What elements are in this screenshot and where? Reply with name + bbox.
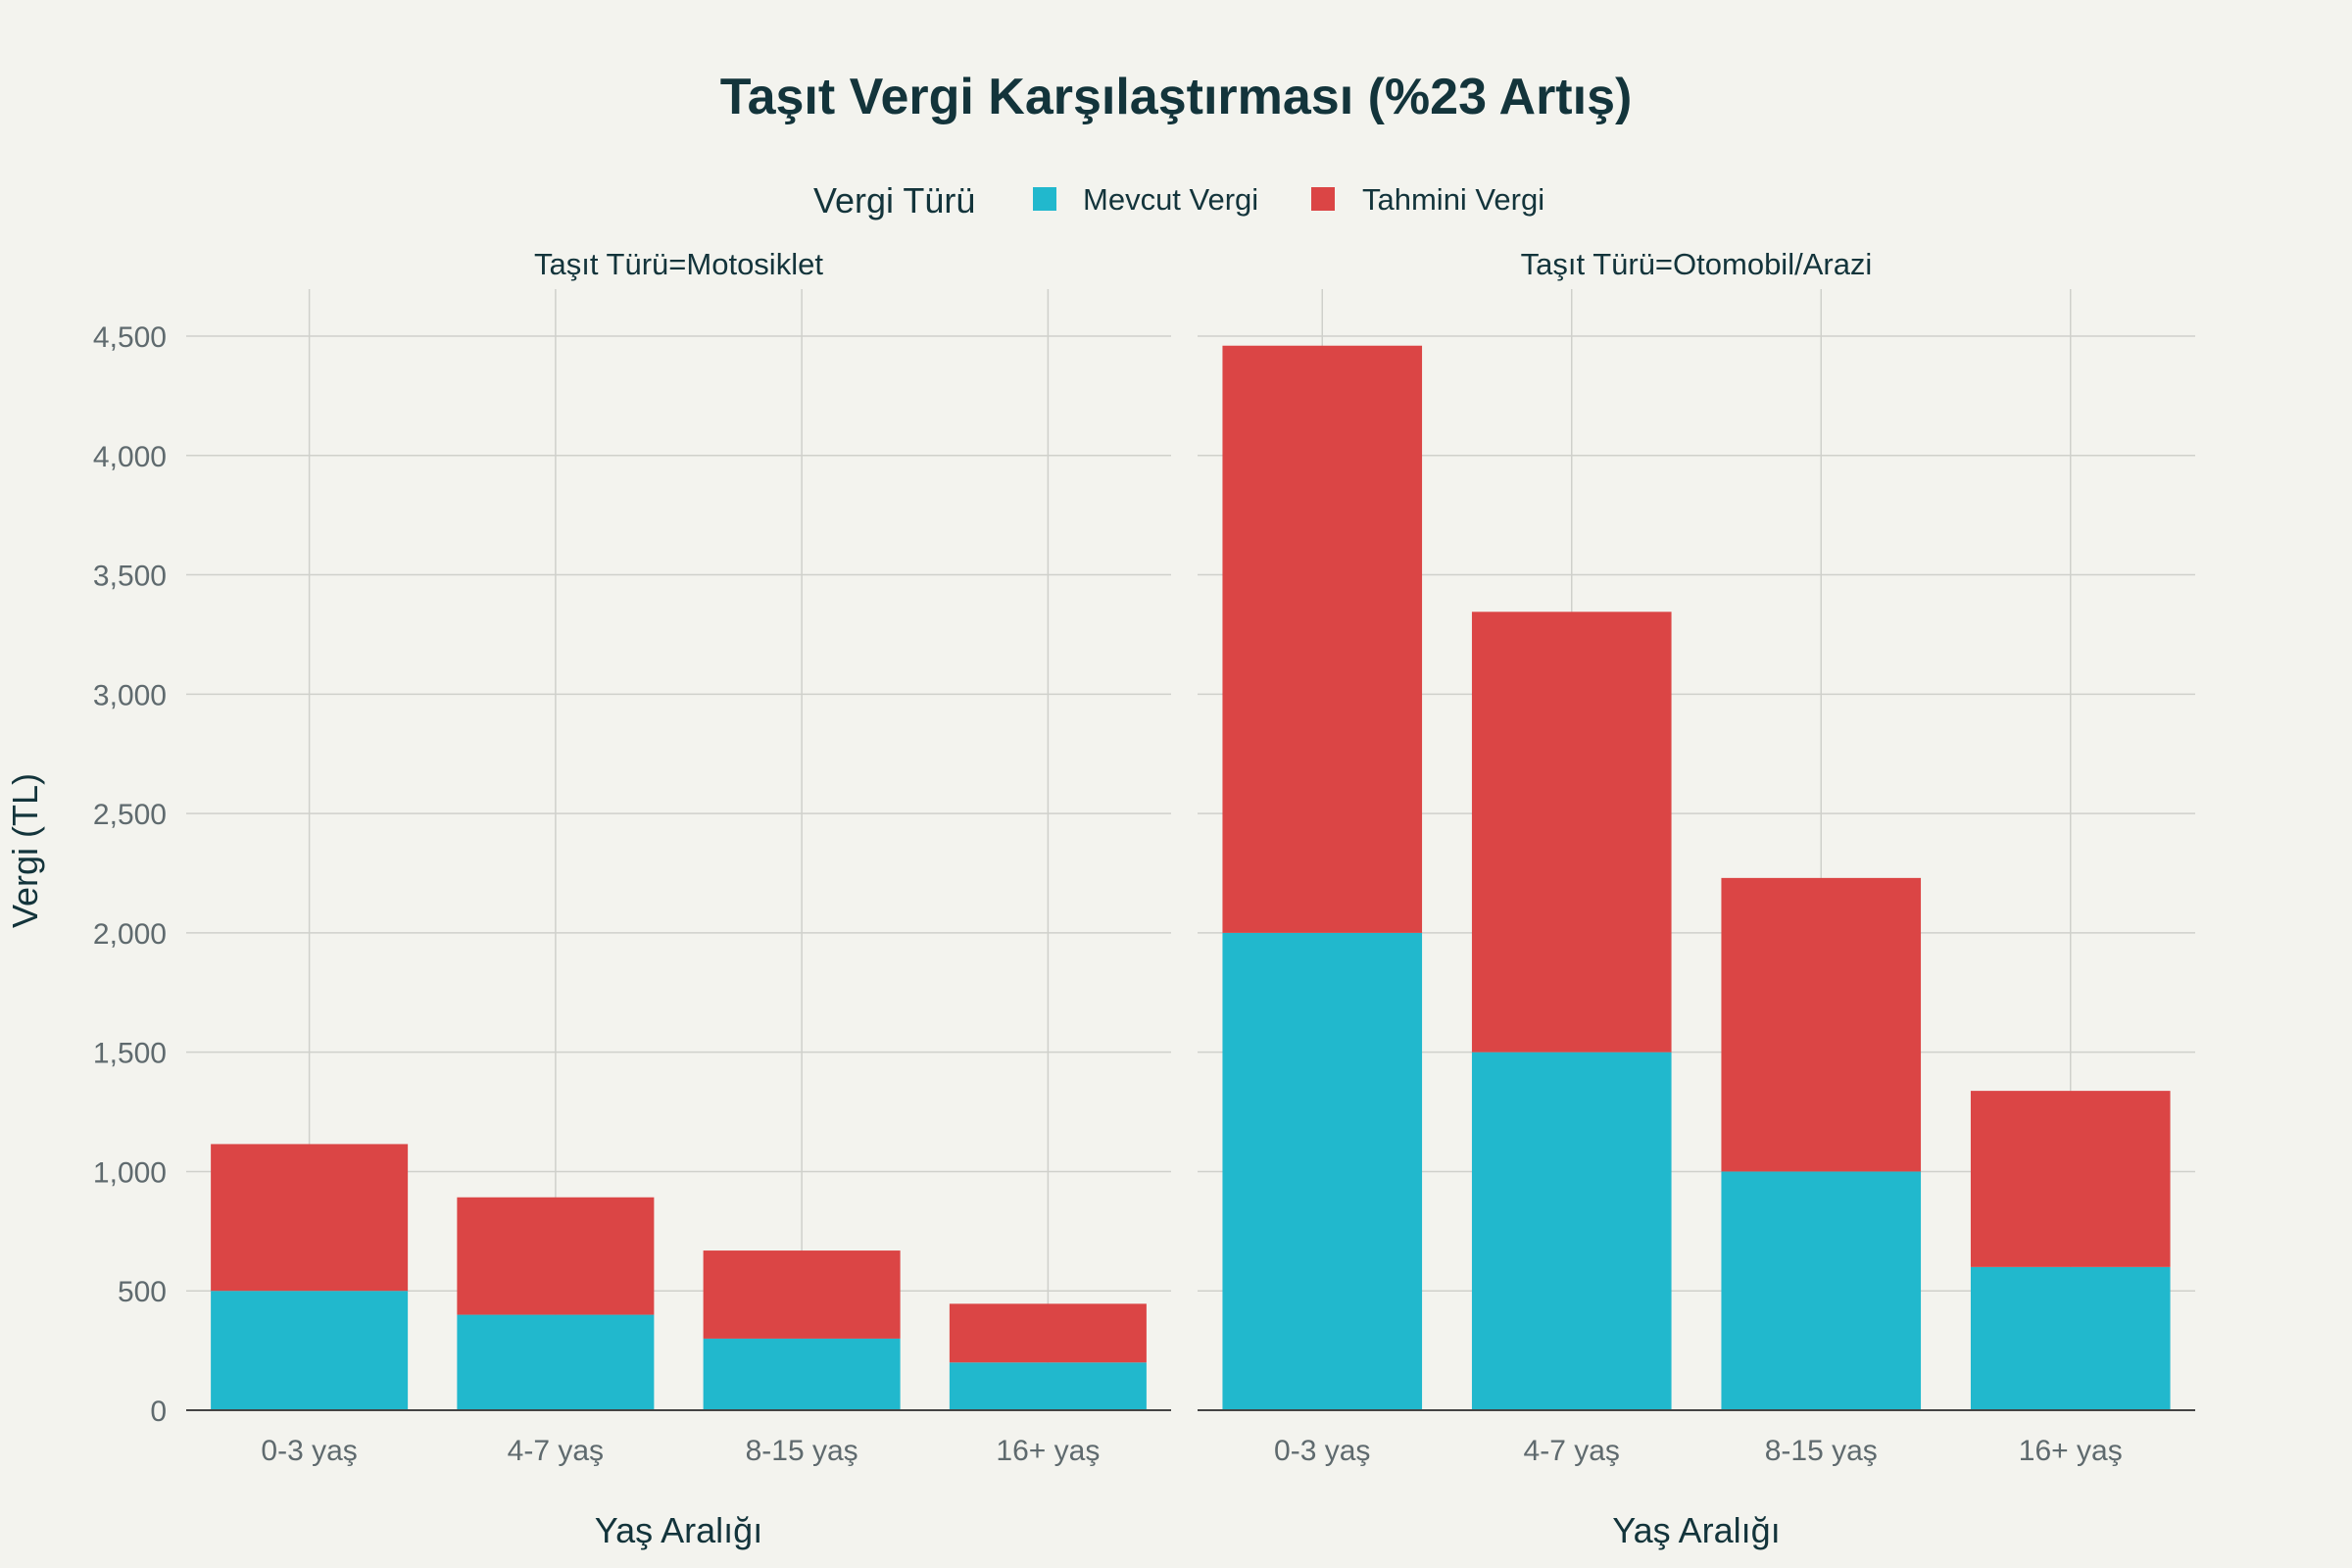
bar-tahmini[interactable]: [703, 1250, 901, 1339]
legend-label-mevcut[interactable]: Mevcut Vergi: [1083, 182, 1258, 217]
x-tick-label: 4-7 yaş: [1524, 1435, 1620, 1467]
bar-tahmini[interactable]: [1970, 1091, 2171, 1267]
subplot-title: Taşıt Türü=Otomobil/Arazi: [1521, 247, 1873, 281]
y-tick-label: 4,000: [93, 441, 167, 473]
x-tick-label: 8-15 yaş: [1765, 1435, 1878, 1467]
subplot-title: Taşıt Türü=Motosiklet: [534, 247, 823, 281]
x-tick-label: 0-3 yaş: [1274, 1435, 1370, 1467]
bar-mevcut[interactable]: [949, 1362, 1147, 1410]
y-tick-label: 2,500: [93, 799, 167, 831]
panel-0: 0 500 1,000 1,500 2,000 2,500 3,000 3,500 4,000 4…: [93, 247, 1171, 1550]
x-axis-title: Yaş Aralığı: [595, 1510, 762, 1550]
panel-1: 0-3 yaş 4-7 yaş 8-15 yaş 16+ yaş Taşıt Türü=…: [1198, 247, 2195, 1550]
bar-tahmini[interactable]: [457, 1197, 655, 1315]
chart-title: Taşıt Vergi Karşılaştırması (%23 Artış): [720, 69, 1633, 125]
legend-swatch-mevcut: [1033, 187, 1056, 211]
bar-mevcut[interactable]: [457, 1314, 655, 1410]
x-tick-label: 0-3 yaş: [261, 1435, 357, 1467]
legend-swatch-tahmini: [1311, 187, 1335, 211]
bar-tahmini[interactable]: [1471, 612, 1672, 1053]
y-tick-label: 1,500: [93, 1038, 167, 1070]
bar-tahmini[interactable]: [211, 1144, 409, 1292]
y-tick-label: 4,500: [93, 321, 167, 354]
y-tick-label: 1,000: [93, 1156, 167, 1189]
x-tick-label: 16+ yaş: [2019, 1435, 2123, 1467]
y-tick-label: 3,500: [93, 561, 167, 593]
bar-mevcut[interactable]: [1721, 1171, 1922, 1410]
y-tick-label: 0: [150, 1396, 167, 1428]
legend-label-tahmini[interactable]: Tahmini Vergi: [1362, 182, 1544, 217]
x-tick-label: 8-15 yaş: [746, 1435, 858, 1467]
bar-tahmini[interactable]: [949, 1303, 1147, 1363]
x-tick-label: 16+ yaş: [996, 1435, 1100, 1467]
x-tick-label: 4-7 yaş: [508, 1435, 604, 1467]
bar-tahmini[interactable]: [1222, 345, 1423, 933]
bar-tahmini[interactable]: [1721, 877, 1922, 1172]
bar-mevcut[interactable]: [703, 1338, 901, 1410]
x-axis-title: Yaş Aralığı: [1612, 1510, 1780, 1550]
bar-mevcut[interactable]: [211, 1291, 409, 1410]
legend: Vergi Türü Mevcut Vergi Tahmini Vergi: [813, 180, 1544, 220]
y-tick-label: 2,000: [93, 918, 167, 951]
y-tick-label: 500: [118, 1276, 167, 1308]
y-axis-title: Vergi (TL): [5, 773, 45, 928]
bar-mevcut[interactable]: [1970, 1266, 2171, 1410]
legend-title: Vergi Türü: [813, 180, 975, 220]
bar-mevcut[interactable]: [1222, 932, 1423, 1410]
y-tick-label: 3,000: [93, 679, 167, 711]
bar-mevcut[interactable]: [1471, 1052, 1672, 1410]
